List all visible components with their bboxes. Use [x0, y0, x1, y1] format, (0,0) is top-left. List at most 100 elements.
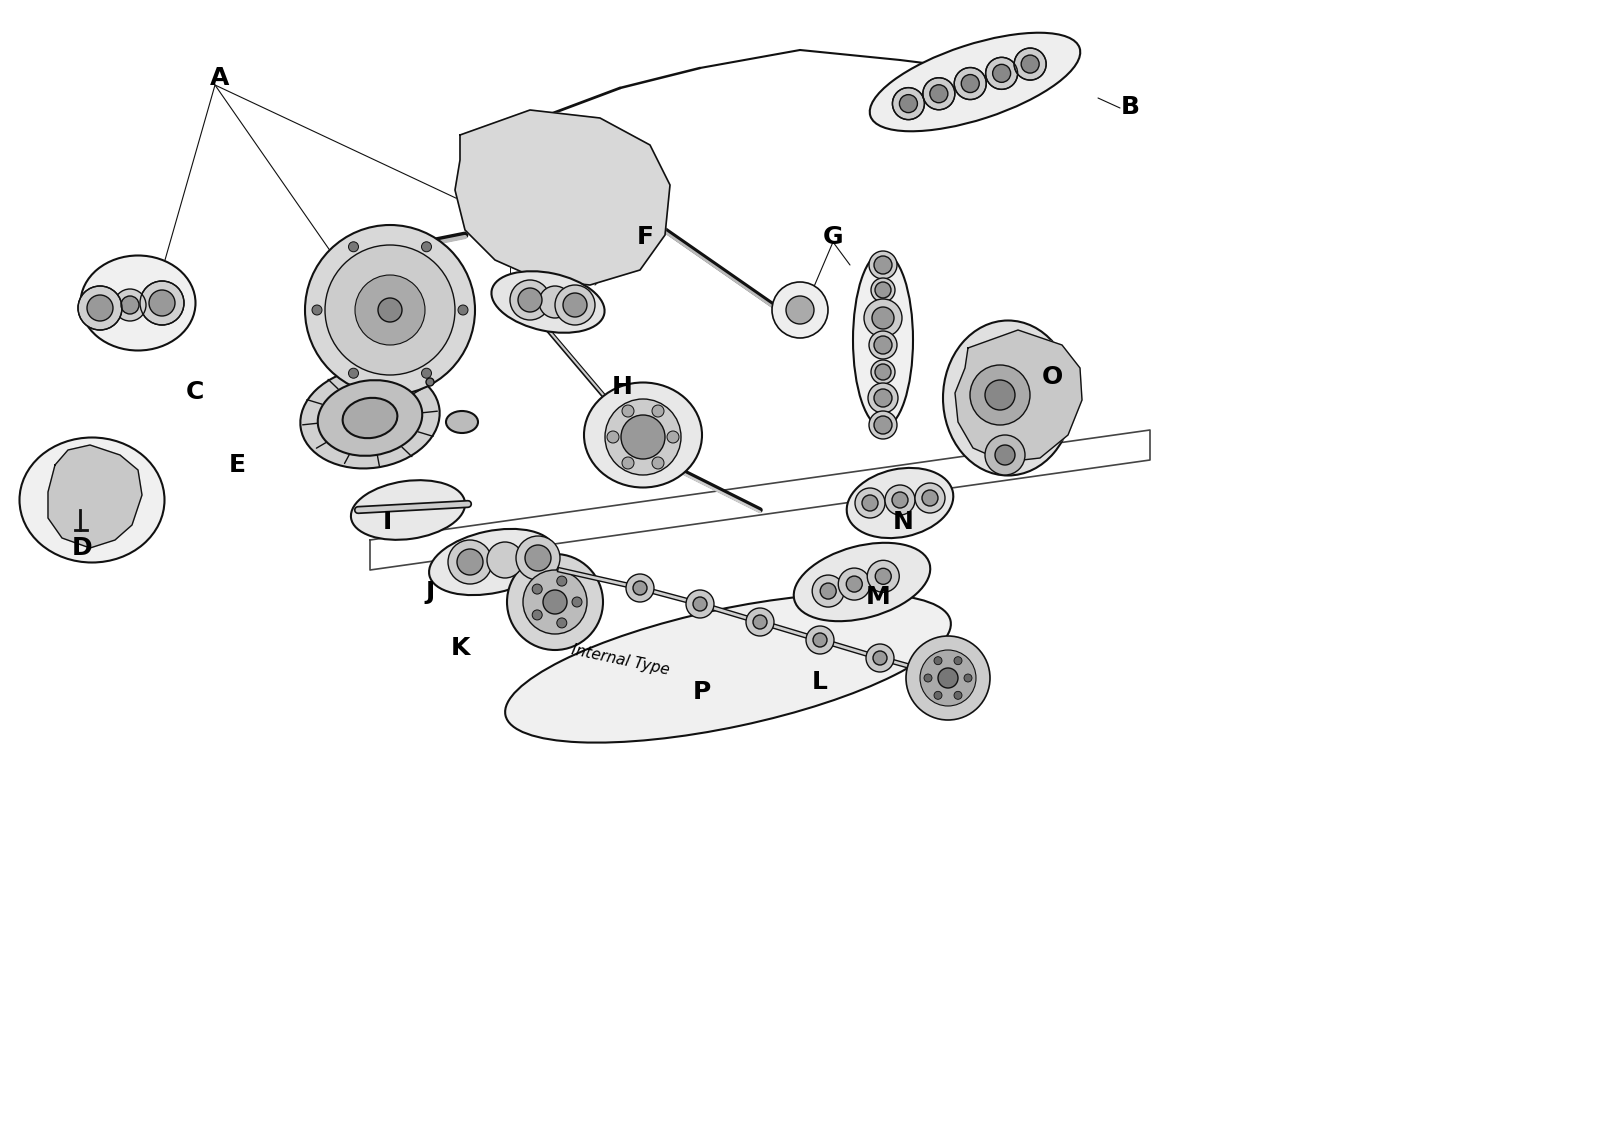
- Ellipse shape: [429, 529, 555, 595]
- Circle shape: [653, 457, 664, 469]
- Polygon shape: [454, 110, 670, 286]
- Text: N: N: [893, 510, 914, 534]
- Text: L: L: [813, 670, 827, 694]
- Text: E: E: [229, 453, 245, 477]
- Circle shape: [864, 299, 902, 337]
- Ellipse shape: [350, 480, 466, 540]
- Circle shape: [870, 360, 894, 384]
- Circle shape: [846, 576, 862, 592]
- Text: C: C: [186, 380, 205, 404]
- Circle shape: [885, 485, 915, 515]
- Circle shape: [525, 545, 550, 571]
- Circle shape: [923, 78, 955, 110]
- Circle shape: [149, 290, 174, 316]
- Circle shape: [874, 389, 893, 407]
- Circle shape: [867, 383, 898, 413]
- Circle shape: [653, 405, 664, 417]
- Ellipse shape: [506, 594, 950, 742]
- Circle shape: [875, 282, 891, 298]
- Polygon shape: [48, 445, 142, 548]
- Circle shape: [325, 246, 454, 375]
- Circle shape: [986, 435, 1026, 475]
- Circle shape: [626, 574, 654, 602]
- Circle shape: [869, 251, 898, 279]
- Circle shape: [557, 576, 566, 586]
- Circle shape: [510, 280, 550, 320]
- Circle shape: [515, 536, 560, 580]
- Circle shape: [507, 554, 603, 650]
- Circle shape: [122, 296, 139, 314]
- Ellipse shape: [794, 542, 930, 621]
- Ellipse shape: [584, 383, 702, 488]
- Text: F: F: [637, 225, 653, 249]
- Circle shape: [954, 67, 986, 99]
- Circle shape: [421, 242, 432, 251]
- Circle shape: [854, 488, 885, 518]
- Circle shape: [458, 305, 467, 315]
- Circle shape: [992, 64, 1011, 82]
- Circle shape: [920, 650, 976, 706]
- Circle shape: [870, 278, 894, 301]
- Ellipse shape: [342, 397, 397, 439]
- Circle shape: [349, 242, 358, 251]
- Circle shape: [893, 88, 925, 120]
- Circle shape: [555, 286, 595, 325]
- Circle shape: [141, 281, 184, 325]
- Circle shape: [448, 540, 493, 584]
- Circle shape: [1021, 55, 1038, 73]
- Ellipse shape: [870, 33, 1080, 131]
- Circle shape: [893, 492, 909, 508]
- Text: D: D: [72, 536, 93, 560]
- Circle shape: [962, 74, 979, 93]
- Text: H: H: [611, 375, 632, 399]
- Circle shape: [349, 368, 358, 378]
- Circle shape: [866, 644, 894, 671]
- Circle shape: [754, 616, 766, 629]
- Circle shape: [306, 225, 475, 395]
- Circle shape: [938, 668, 958, 687]
- Circle shape: [906, 636, 990, 719]
- Circle shape: [821, 584, 837, 600]
- Circle shape: [813, 576, 845, 608]
- Circle shape: [875, 569, 891, 585]
- Circle shape: [899, 95, 917, 113]
- Circle shape: [355, 275, 426, 345]
- Ellipse shape: [301, 368, 440, 468]
- Circle shape: [874, 256, 893, 274]
- Circle shape: [930, 85, 947, 103]
- Circle shape: [622, 405, 634, 417]
- Circle shape: [923, 665, 938, 679]
- Ellipse shape: [491, 271, 605, 332]
- Ellipse shape: [846, 468, 954, 538]
- Circle shape: [693, 597, 707, 611]
- Circle shape: [872, 307, 894, 329]
- Circle shape: [312, 305, 322, 315]
- Circle shape: [934, 691, 942, 699]
- Circle shape: [786, 296, 814, 324]
- Circle shape: [523, 570, 587, 634]
- Circle shape: [421, 368, 432, 378]
- Text: K: K: [450, 636, 470, 660]
- Circle shape: [533, 610, 542, 620]
- Circle shape: [533, 584, 542, 594]
- Circle shape: [605, 399, 682, 475]
- Circle shape: [925, 674, 931, 682]
- Circle shape: [686, 590, 714, 618]
- Circle shape: [963, 674, 973, 682]
- Circle shape: [874, 416, 893, 434]
- Polygon shape: [955, 330, 1082, 463]
- Circle shape: [954, 691, 962, 699]
- Circle shape: [862, 494, 878, 510]
- Text: I: I: [382, 510, 392, 534]
- Circle shape: [869, 331, 898, 359]
- Circle shape: [667, 431, 678, 443]
- Circle shape: [573, 597, 582, 608]
- Text: O: O: [1042, 365, 1062, 389]
- Circle shape: [1014, 48, 1046, 80]
- Circle shape: [934, 657, 942, 665]
- Circle shape: [874, 651, 886, 665]
- Ellipse shape: [446, 411, 478, 433]
- Circle shape: [954, 657, 962, 665]
- Circle shape: [539, 286, 571, 317]
- Text: P: P: [693, 679, 710, 703]
